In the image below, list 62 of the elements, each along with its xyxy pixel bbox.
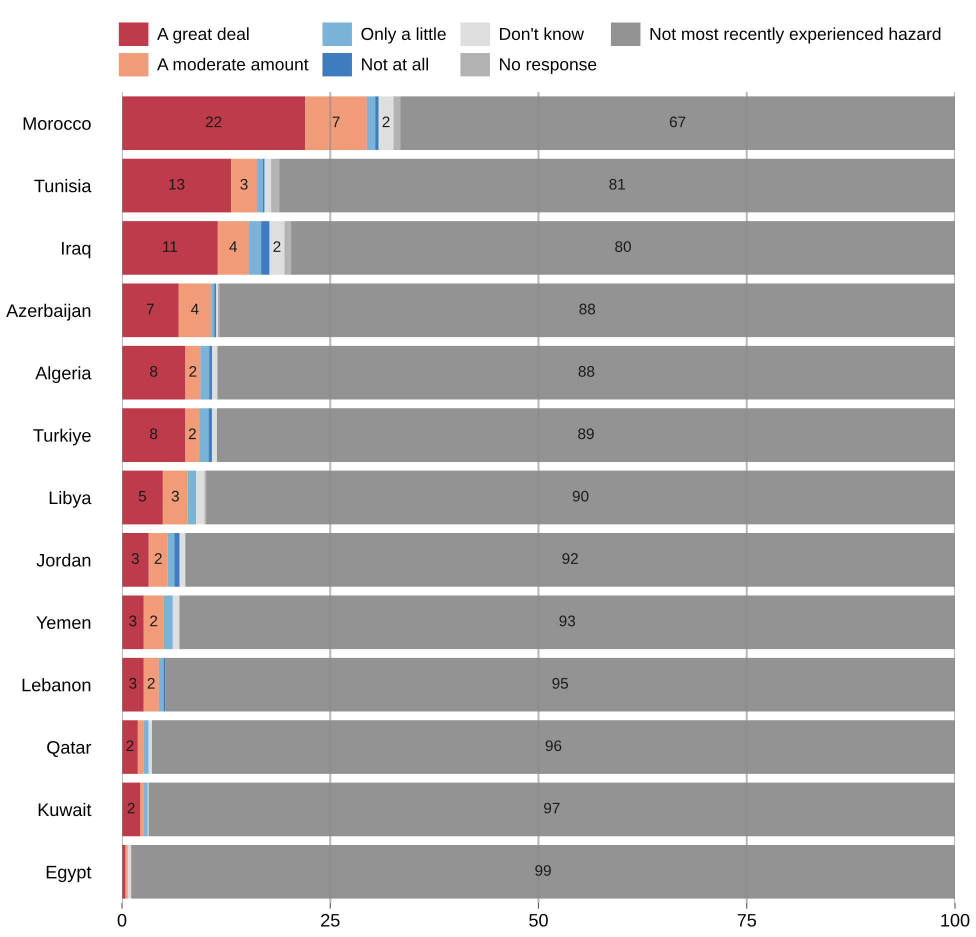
data-label: 7 <box>146 304 154 314</box>
legend-label: Not at all <box>362 58 428 70</box>
y-tick-label: Azerbaijan <box>6 304 90 321</box>
legend-label: No response <box>500 58 596 74</box>
data-label: 90 <box>572 490 588 502</box>
data-label: 8 <box>150 428 158 440</box>
data-label: 89 <box>578 428 594 440</box>
data-label: 3 <box>240 178 248 190</box>
y-tick-label: Egypt <box>46 866 92 882</box>
x-tick-label: 25 <box>321 914 340 927</box>
legend-label: Not most recently experienced hazard <box>650 27 940 44</box>
data-label: 95 <box>552 678 568 689</box>
data-label: 3 <box>129 678 136 689</box>
y-tick-label: Turkiye <box>33 428 91 446</box>
data-label: 2 <box>150 616 158 626</box>
y-tick-label: Algeria <box>35 366 92 384</box>
data-label: 5 <box>138 490 146 502</box>
x-tick-label: 0 <box>118 914 126 927</box>
x-tick-label: 100 <box>941 914 970 927</box>
y-tick-label: Jordan <box>36 553 90 567</box>
x-tick-label: 75 <box>738 914 756 927</box>
data-label: 92 <box>562 553 578 564</box>
data-label: 4 <box>190 304 199 314</box>
data-label: 3 <box>172 490 179 502</box>
data-label: 2 <box>154 553 162 564</box>
y-tick-label: Iraq <box>62 242 90 258</box>
legend-label: A moderate amount <box>157 58 308 70</box>
data-label: 88 <box>578 366 594 377</box>
y-tick-label: Libya <box>50 490 92 508</box>
data-label: 93 <box>559 616 576 626</box>
data-label: 3 <box>132 553 139 564</box>
data-label: 2 <box>188 428 196 440</box>
legend-label: A great deal <box>157 27 249 44</box>
y-tick-label: Lebanon <box>22 678 90 692</box>
data-label: 97 <box>544 802 560 814</box>
legend-label: Only a little <box>361 27 446 44</box>
data-label: 11 <box>163 241 178 252</box>
data-label: 2 <box>128 802 135 814</box>
legend-label: Don't know <box>500 27 584 40</box>
data-label: 99 <box>535 865 551 876</box>
data-label: 2 <box>189 366 196 377</box>
data-label: 2 <box>382 116 390 128</box>
data-label: 81 <box>609 178 625 190</box>
data-label: 80 <box>615 241 631 252</box>
x-tick-label: 50 <box>529 914 548 927</box>
data-label: 4 <box>229 241 238 252</box>
data-label: 22 <box>206 116 222 128</box>
data-label: 96 <box>546 740 562 752</box>
data-label: 2 <box>273 241 280 252</box>
data-label: 8 <box>150 366 158 377</box>
data-label: 88 <box>579 304 596 314</box>
data-label: 3 <box>129 616 136 626</box>
y-tick-label: Kuwait <box>38 802 92 816</box>
data-label: 2 <box>126 740 134 751</box>
y-tick-label: Qatar <box>47 740 92 757</box>
y-tick-label: Morocco <box>24 117 91 130</box>
data-label: 67 <box>670 116 686 128</box>
data-label: 7 <box>332 116 340 128</box>
data-label: 13 <box>169 178 184 190</box>
y-tick-label: Yemen <box>36 616 90 629</box>
y-tick-label: Tunisia <box>34 179 92 192</box>
data-label: 2 <box>148 678 155 689</box>
